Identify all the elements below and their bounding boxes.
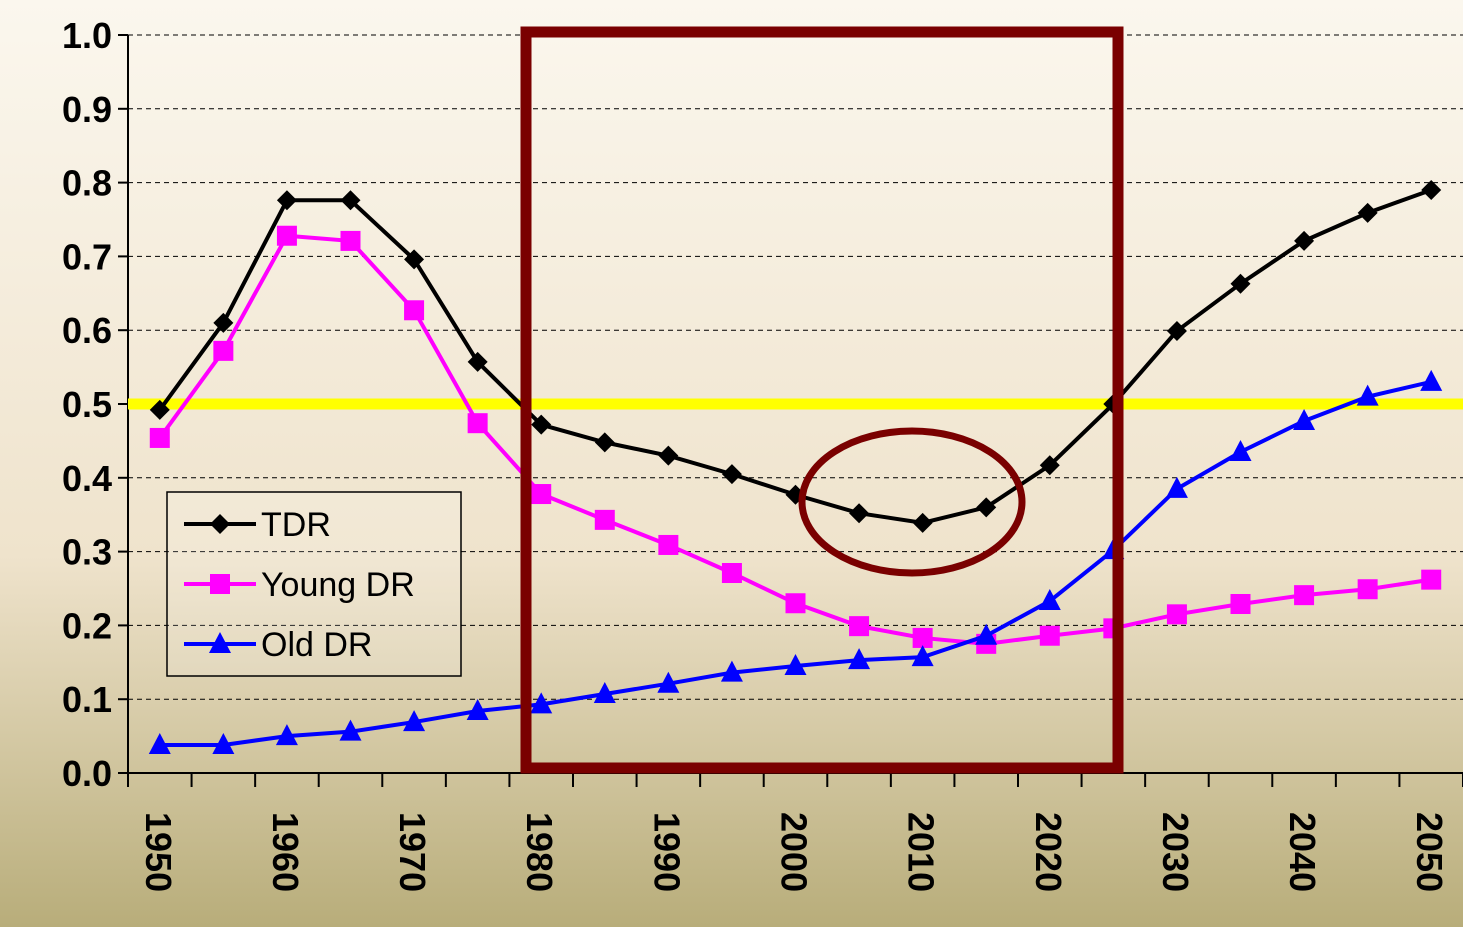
legend-label: Young DR (261, 566, 415, 604)
marker (1230, 273, 1251, 294)
y-tick-label: 0.9 (62, 89, 112, 130)
y-tick-label: 0.3 (62, 532, 112, 573)
marker (721, 464, 742, 485)
marker (1294, 585, 1315, 606)
marker (721, 563, 742, 584)
marker (658, 445, 679, 466)
x-tick-label: 1990 (646, 812, 687, 892)
marker (1356, 384, 1379, 406)
marker (531, 484, 552, 505)
marker (210, 574, 230, 594)
marker (1230, 593, 1251, 614)
y-tick-label: 0.4 (62, 458, 112, 499)
x-tick-label: 2000 (774, 812, 815, 892)
marker (594, 432, 615, 453)
marker (593, 682, 616, 704)
y-tick-label: 1.0 (62, 15, 112, 56)
y-tick-label: 0.0 (62, 753, 112, 794)
marker (530, 692, 553, 714)
y-tick-label: 0.1 (62, 679, 112, 720)
legend: TDR Young DR Old DR (166, 491, 462, 677)
x-tick-label: 1980 (519, 812, 560, 892)
marker (404, 249, 425, 270)
marker (1038, 589, 1061, 611)
x-tick-label: 2020 (1028, 812, 1069, 892)
marker (976, 497, 997, 518)
marker (657, 671, 680, 693)
plot (128, 179, 1463, 754)
y-tick-label: 0.5 (62, 384, 112, 425)
marker (466, 699, 489, 721)
marker (849, 616, 870, 637)
marker (212, 732, 235, 754)
marker (912, 627, 933, 648)
x-tick-label: 2010 (901, 812, 942, 892)
marker (1039, 625, 1060, 646)
y-tick-label: 0.8 (62, 163, 112, 204)
marker (1039, 455, 1060, 476)
marker (1421, 569, 1442, 590)
marker (1421, 179, 1442, 200)
grid: 0.0 0.1 0.2 0.3 0.4 0.5 0.6 0.7 0.8 0.9 1.0 1950 196… (62, 15, 1463, 892)
marker (340, 190, 361, 211)
marker (1357, 579, 1378, 600)
marker (467, 413, 488, 434)
marker (975, 623, 998, 645)
marker (149, 427, 170, 448)
marker (1357, 202, 1378, 223)
marker (849, 503, 870, 524)
marker (213, 340, 234, 361)
marker (276, 190, 297, 211)
marker (276, 225, 297, 246)
marker (1294, 230, 1315, 251)
legend-label: Old DR (261, 626, 372, 664)
marker (340, 230, 361, 251)
marker (784, 653, 807, 675)
marker (848, 648, 871, 670)
y-tick-label: 0.2 (62, 605, 112, 646)
marker (213, 312, 234, 333)
marker (1293, 408, 1316, 430)
marker (531, 414, 552, 435)
marker (210, 514, 230, 534)
marker (720, 660, 743, 682)
highlight-box (520, 26, 1124, 774)
marker (912, 512, 933, 533)
x-tick-label: 2030 (1155, 812, 1196, 892)
marker (1420, 369, 1443, 391)
marker (658, 534, 679, 555)
marker (275, 724, 298, 746)
x-tick-label: 1950 (138, 812, 179, 892)
y-tick-label: 0.6 (62, 310, 112, 351)
marker (148, 732, 171, 754)
marker (594, 509, 615, 530)
marker (404, 300, 425, 321)
marker (403, 710, 426, 732)
marker (1165, 476, 1188, 498)
marker (785, 593, 806, 614)
marker (339, 719, 362, 741)
x-tick-label: 1970 (392, 812, 433, 892)
marker (467, 351, 488, 372)
marker (1229, 439, 1252, 461)
y-tick-label: 0.7 (62, 236, 112, 277)
x-tick-label: 1960 (265, 812, 306, 892)
marker (911, 645, 934, 667)
marker (149, 399, 170, 420)
highlight-ellipse (798, 427, 1026, 577)
marker (1166, 320, 1187, 341)
x-tick-label: 2040 (1282, 812, 1323, 892)
marker (1166, 604, 1187, 625)
x-tick-label: 2050 (1409, 812, 1450, 892)
legend-label: TDR (261, 506, 331, 544)
marker (209, 632, 231, 653)
